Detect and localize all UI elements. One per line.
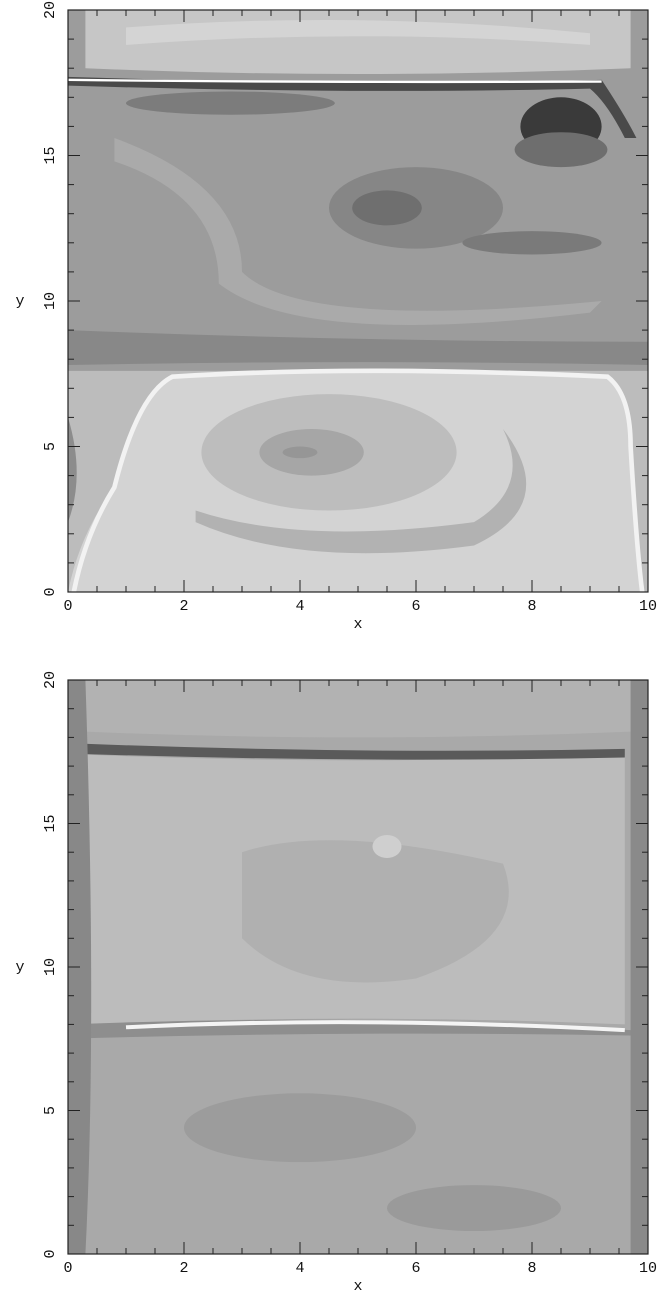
y-tick-label: 0: [42, 1249, 59, 1258]
x-axis-label: x: [353, 616, 362, 633]
x-tick-label: 4: [295, 598, 304, 615]
x-tick-label: 8: [527, 598, 536, 615]
y-axis-label: y: [15, 959, 24, 976]
x-tick-label: 6: [411, 598, 420, 615]
contour-field: [68, 680, 648, 1254]
y-tick-label: 10: [42, 958, 59, 976]
y-tick-label: 20: [42, 671, 59, 689]
y-tick-label: 15: [42, 814, 59, 832]
x-tick-label: 0: [63, 598, 72, 615]
x-axis-label: x: [353, 1278, 362, 1295]
y-tick-label: 5: [42, 442, 59, 451]
y-tick-label: 20: [42, 1, 59, 19]
x-tick-label: 10: [639, 598, 657, 615]
x-tick-label: 4: [295, 1260, 304, 1277]
x-tick-label: 8: [527, 1260, 536, 1277]
x-tick-label: 0: [63, 1260, 72, 1277]
x-tick-label: 6: [411, 1260, 420, 1277]
y-tick-label: 15: [42, 146, 59, 164]
y-tick-label: 0: [42, 587, 59, 596]
contour-field: [68, 10, 648, 592]
y-axis-label: y: [15, 293, 24, 310]
y-tick-label: 10: [42, 292, 59, 310]
x-tick-label: 2: [179, 598, 188, 615]
x-tick-label: 10: [639, 1260, 657, 1277]
x-tick-label: 2: [179, 1260, 188, 1277]
y-tick-label: 5: [42, 1106, 59, 1115]
